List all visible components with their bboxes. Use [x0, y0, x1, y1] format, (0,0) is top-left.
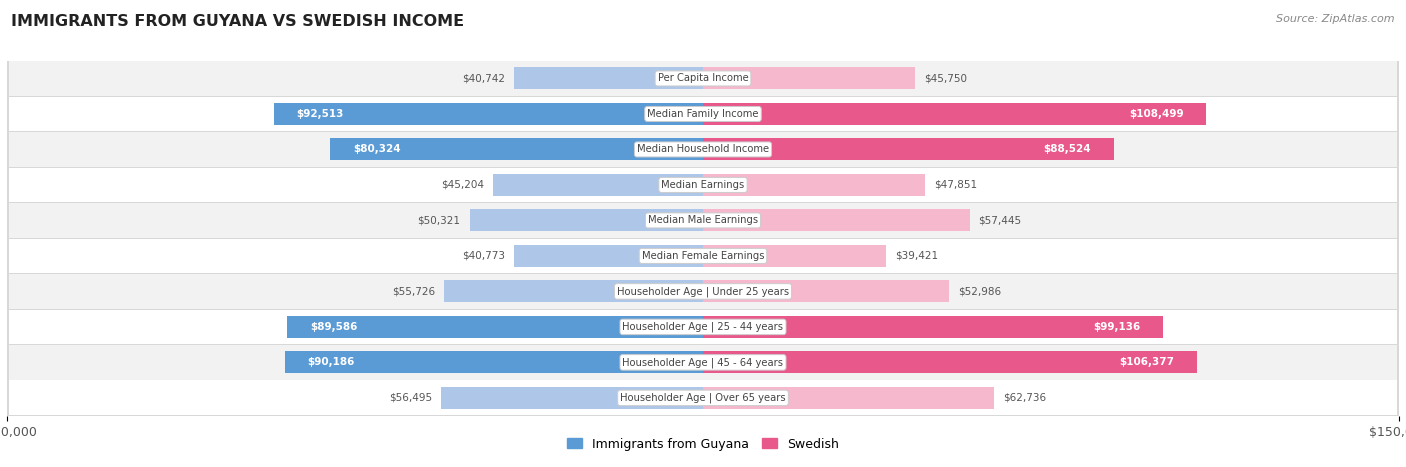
Bar [8, 97, 1398, 131]
Bar [441, 387, 703, 409]
Bar [703, 280, 949, 303]
Text: $56,495: $56,495 [388, 393, 432, 403]
Bar [7, 167, 1399, 203]
Text: Householder Age | Over 65 years: Householder Age | Over 65 years [620, 393, 786, 403]
Legend: Immigrants from Guyana, Swedish: Immigrants from Guyana, Swedish [562, 432, 844, 455]
Bar [7, 345, 1399, 380]
Bar [7, 380, 1399, 416]
Bar [513, 245, 703, 267]
Bar [7, 309, 1399, 345]
Bar [284, 351, 703, 374]
Text: $62,736: $62,736 [1002, 393, 1046, 403]
Text: $89,586: $89,586 [309, 322, 357, 332]
Text: Median Female Earnings: Median Female Earnings [641, 251, 765, 261]
Bar [8, 203, 1398, 238]
Bar [703, 316, 1163, 338]
Text: $40,773: $40,773 [461, 251, 505, 261]
Bar [703, 209, 970, 232]
Bar [703, 351, 1197, 374]
Bar [274, 103, 703, 125]
Bar [8, 310, 1398, 344]
Text: Median Earnings: Median Earnings [661, 180, 745, 190]
Bar [703, 138, 1114, 161]
Bar [703, 245, 886, 267]
Bar [8, 381, 1398, 415]
Bar [8, 132, 1398, 167]
Text: $40,742: $40,742 [463, 73, 505, 84]
Text: Householder Age | 45 - 64 years: Householder Age | 45 - 64 years [623, 357, 783, 368]
Bar [7, 61, 1399, 96]
Text: Householder Age | 25 - 44 years: Householder Age | 25 - 44 years [623, 322, 783, 332]
Bar [703, 103, 1206, 125]
Text: $80,324: $80,324 [353, 144, 401, 155]
Text: $50,321: $50,321 [418, 215, 461, 226]
Bar [7, 274, 1399, 309]
Bar [7, 238, 1399, 274]
Text: $39,421: $39,421 [896, 251, 938, 261]
Text: $90,186: $90,186 [307, 357, 354, 368]
Bar [444, 280, 703, 303]
Bar [8, 61, 1398, 96]
Bar [7, 203, 1399, 238]
Bar [515, 67, 703, 90]
Bar [8, 274, 1398, 309]
Text: $47,851: $47,851 [934, 180, 977, 190]
Bar [703, 174, 925, 196]
Text: Householder Age | Under 25 years: Householder Age | Under 25 years [617, 286, 789, 297]
Text: IMMIGRANTS FROM GUYANA VS SWEDISH INCOME: IMMIGRANTS FROM GUYANA VS SWEDISH INCOME [11, 14, 464, 29]
Bar [8, 168, 1398, 202]
Text: $45,750: $45,750 [924, 73, 967, 84]
Text: $108,499: $108,499 [1129, 109, 1184, 119]
Bar [330, 138, 703, 161]
Text: $88,524: $88,524 [1043, 144, 1091, 155]
Text: Per Capita Income: Per Capita Income [658, 73, 748, 84]
Bar [703, 67, 915, 90]
Bar [8, 345, 1398, 380]
Text: $92,513: $92,513 [297, 109, 343, 119]
Bar [8, 239, 1398, 273]
Text: Median Household Income: Median Household Income [637, 144, 769, 155]
Text: $57,445: $57,445 [979, 215, 1022, 226]
Text: $45,204: $45,204 [441, 180, 484, 190]
Text: $106,377: $106,377 [1119, 357, 1174, 368]
Bar [7, 132, 1399, 167]
Text: $52,986: $52,986 [957, 286, 1001, 297]
Text: Median Family Income: Median Family Income [647, 109, 759, 119]
Text: Median Male Earnings: Median Male Earnings [648, 215, 758, 226]
Bar [7, 96, 1399, 132]
Text: $55,726: $55,726 [392, 286, 436, 297]
Bar [287, 316, 703, 338]
Bar [470, 209, 703, 232]
Bar [703, 387, 994, 409]
Text: Source: ZipAtlas.com: Source: ZipAtlas.com [1277, 14, 1395, 24]
Text: $99,136: $99,136 [1092, 322, 1140, 332]
Bar [494, 174, 703, 196]
